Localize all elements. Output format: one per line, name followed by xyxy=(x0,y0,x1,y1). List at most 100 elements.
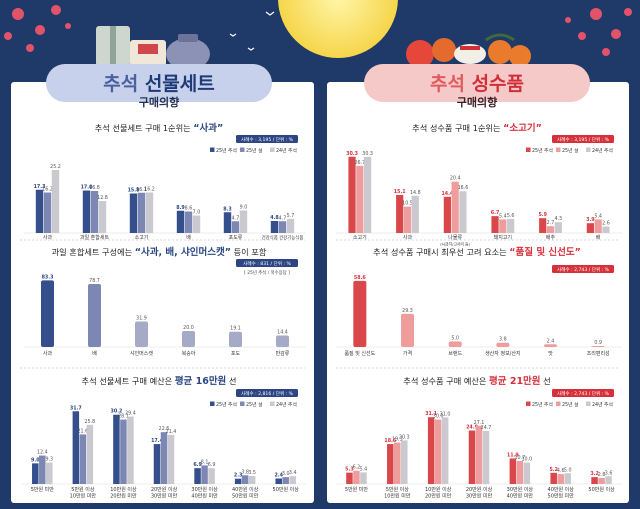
chart-3-value-3-s1: 6.7 xyxy=(491,210,500,216)
chart-2-value-0-s3: 9.3 xyxy=(45,457,53,463)
chart-4-sample-badge xyxy=(552,265,614,273)
chart-2-bar-4-s3 xyxy=(208,468,215,484)
chart-3-value-3-s3: 5.6 xyxy=(507,213,515,219)
chart-3-value-4-s2: 2.7 xyxy=(547,220,555,226)
chart-5-value-0-s3: 5.4 xyxy=(360,466,368,472)
chart-5-bar-4-s1 xyxy=(509,458,517,484)
chart-2-legend-swatch-3 xyxy=(270,401,275,406)
chart-5-sample-text: 사례수 : 2,743 / 단위 : % xyxy=(557,390,610,397)
chart-1-category-4: 포도 xyxy=(231,351,241,357)
chart-2-category-2: 10만원 이상 20만원 미만 xyxy=(110,486,137,500)
chart-2-sample-badge xyxy=(236,389,298,397)
chart-5-category-6: 50만원 이상 xyxy=(588,486,615,493)
chart-5-value-5-s1: 5.2 xyxy=(549,467,558,473)
chart-0-value-5-s1: 4.8 xyxy=(270,215,279,221)
chart-3-sample-badge xyxy=(552,135,614,143)
chart-0-bar-3-s1 xyxy=(176,210,185,233)
chart-1-category-3: 복숭아 xyxy=(182,350,196,357)
chart-2-category-1: 5만원 이상 10만원 미만 xyxy=(70,486,97,500)
chart-5-legend-label-3: 24년 추석 xyxy=(592,401,613,408)
chart-2-value-3-s2: 22.6 xyxy=(159,426,170,432)
chart-2-category-0: 5만원 미만 xyxy=(31,486,55,493)
chart-5-bar-0-s1 xyxy=(346,472,353,484)
chart-0-category-0: 사과 xyxy=(43,234,53,241)
chart-1-category-1: 배 xyxy=(92,350,97,357)
right-header: 추석 성수품 구매의향 xyxy=(364,64,590,109)
chart-5-category-0: 5만원 미만 xyxy=(345,486,369,493)
chart-5-value-1-s3: 20.3 xyxy=(399,434,410,440)
chart-5-value-1-s2: 19.3 xyxy=(392,437,403,443)
chart-4-category-1: 가격 xyxy=(403,350,412,357)
chart-3-bar-3-s1 xyxy=(491,216,499,233)
chart-5-legend-swatch-2 xyxy=(556,401,561,406)
chart-5-bar-4-s3 xyxy=(523,462,531,484)
chart-2-bar-5-s1 xyxy=(234,478,242,484)
chart-3-title-pre: 추석 성수품 구매 1순위는 xyxy=(412,123,503,133)
chart-2-bar-0-s2 xyxy=(39,455,46,484)
chart-2-bar-4-s2 xyxy=(201,465,208,484)
chart-3-value-1-s3: 14.8 xyxy=(410,190,421,196)
chart-2-category-5: 40만원 이상 50만원 미만 xyxy=(232,486,259,500)
chart-0-value-4-s2: 4.7 xyxy=(232,215,240,221)
chart-0-bar-5-s2 xyxy=(278,221,287,233)
chart-5-value-4-s1: 11.9 xyxy=(507,452,519,458)
chart-5-value-5-s2: 4.6 xyxy=(557,468,565,474)
chart-2-value-5-s2: 3.8 xyxy=(241,469,249,475)
chart-3-value-2-s3: 16.6 xyxy=(458,185,469,191)
chart-4-value-2: 5.0 xyxy=(451,335,459,341)
chart-5-value-3-s1: 24.9 xyxy=(466,425,478,431)
chart-1-value-5: 14.4 xyxy=(277,329,288,335)
chart-1-value-1: 78.7 xyxy=(89,278,100,284)
chart-3-title-highlight: “소고기” xyxy=(503,122,542,134)
plum-blossom-left xyxy=(4,5,71,52)
chart-3-bar-5-s2 xyxy=(594,219,602,233)
chart-3-legend-swatch-1 xyxy=(526,147,531,152)
chart-0-bar-0-s3 xyxy=(51,170,60,233)
chart-5-title-highlight: 평균 21만원 xyxy=(489,375,541,387)
chart-0-value-5-s2: 4.7 xyxy=(279,215,287,221)
chart-3-category-2: 나물류 (시금치/고사리 등) xyxy=(440,234,470,247)
chart-3-bar-4-s3 xyxy=(554,222,562,233)
chart-0-category-2: 소고기 xyxy=(135,234,149,241)
chart-3-value-0-s2: 26.7 xyxy=(354,160,365,166)
chart-0-value-4-s3: 9.0 xyxy=(240,205,248,211)
chart-2-category-4: 30만원 이상 40만원 미만 xyxy=(191,486,218,500)
chart-2-category-6: 50만원 이상 xyxy=(273,486,300,493)
chart-3-bar-0-s3 xyxy=(364,156,372,233)
chart-5-category-3: 20만원 이상 30만원 미만 xyxy=(466,486,493,500)
chart-2-value-6-s2: 3.0 xyxy=(282,471,290,477)
right-header-subtitle: 구매의향 xyxy=(457,95,497,109)
chart-3-value-1-s1: 15.1 xyxy=(394,189,406,195)
chart-3-category-5: 배 xyxy=(596,234,601,241)
chart-0-value-5-s3: 5.7 xyxy=(287,213,295,219)
chart-5-value-3-s3: 24.7 xyxy=(481,425,492,431)
chart-5-bar-5-s3 xyxy=(564,473,571,484)
chart-3-bar-1-s2 xyxy=(403,206,412,233)
chart-5-value-6-s2: 2.8 xyxy=(598,472,606,478)
chart-5-bar-6-s2 xyxy=(598,477,605,484)
chart-0-bar-1-s1 xyxy=(82,190,91,233)
chart-2-bar-2-s2 xyxy=(120,419,127,484)
chart-5-bar-3-s3 xyxy=(482,430,490,484)
chart-2-bar-5-s3 xyxy=(248,475,256,484)
chart-3-bar-5-s1 xyxy=(586,223,594,233)
right-header-title: 추석 성수품 xyxy=(430,73,524,95)
chart-3-value-4-s1: 5.9 xyxy=(538,212,547,218)
chart-3-bar-0-s2 xyxy=(356,165,364,233)
chart-1-category-5: 만감류 xyxy=(276,350,290,357)
chart-5-value-2-s3: 31.0 xyxy=(440,411,451,417)
chart-1-title: 과일 혼합세트 구성에는 “사과, 배, 샤인머스캣” 등이 포함 xyxy=(52,246,267,258)
chart-2-value-2-s3: 29.4 xyxy=(125,411,136,417)
chart-5-bar-6-s3 xyxy=(605,476,612,484)
chart-5-bar-3-s1 xyxy=(468,430,476,484)
chart-4-title-highlight: “품질 및 신선도” xyxy=(509,246,581,258)
chart-0-legend-swatch-2 xyxy=(240,147,245,152)
chart-2-legend-label-2: 25년 설 xyxy=(246,401,262,408)
left-header-title: 추석 선물세트 xyxy=(103,73,215,95)
chart-4-category-2: 브랜드 xyxy=(448,350,462,357)
chart-5-category-5: 40만원 이상 50만원 미만 xyxy=(548,486,575,500)
chart-1-bar-2 xyxy=(135,321,148,347)
chart-0: 추석 선물세트 구매 1순위는 “사과” 사례수 : 3,195 / 단위 : %… xyxy=(24,122,306,241)
chart-5-title-post: 선 xyxy=(543,376,551,386)
